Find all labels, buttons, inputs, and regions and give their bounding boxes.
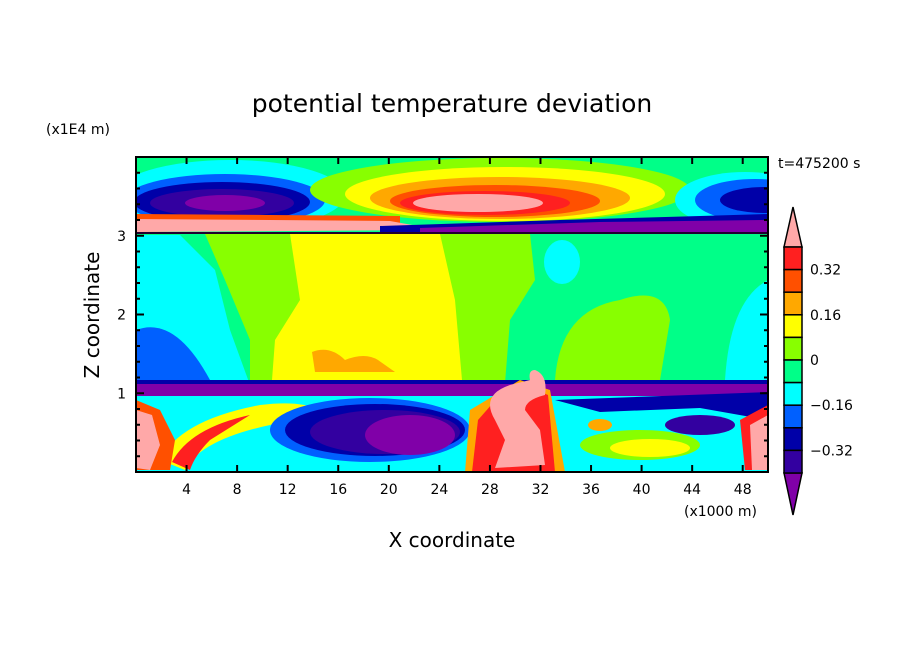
contour-region [272,234,462,380]
x-tick-label: 12 [279,482,297,498]
x-axis-label: X coordinate [389,528,516,552]
x-tick-label: 20 [380,482,398,498]
colorbar-box [783,268,803,293]
x-tick-label: 28 [481,482,499,498]
y-tick-label: 3 [117,229,126,245]
contour-region [172,415,250,470]
colorbar-box [783,381,803,406]
colorbar-box [783,449,803,474]
contour-region [136,380,768,386]
chart-title: potential temperature deviation [252,89,652,118]
y-tick-label: 1 [117,386,126,402]
colorbar-extend-above [783,206,803,248]
colorbar: 0.32 0.16 0 −0.16 −0.32 [783,206,853,516]
colorbar-box [783,291,803,316]
x-tick-label: 24 [430,482,448,498]
colorbar-label: −0.32 [810,443,853,459]
contour-region [136,410,160,470]
x-unit-label: (x1000 m) [684,504,757,520]
contour-region [365,415,455,455]
colorbar-box [783,314,803,339]
contour-region [136,232,768,234]
x-tick-label: 44 [683,482,701,498]
contour-region [136,384,768,396]
contour-region [136,327,210,385]
contour-region [725,280,768,385]
contour-region [420,220,768,233]
x-tick-label: 40 [633,482,651,498]
contour-region [544,240,580,284]
colorbar-label: −0.16 [810,398,853,414]
x-tick-label: 8 [233,482,242,498]
x-tick-label: 4 [182,482,191,498]
contour-region [588,419,612,431]
contour-region [555,295,670,380]
colorbar-box [783,427,803,452]
x-tick-label: 32 [532,482,550,498]
contour-region [610,439,690,457]
contour-region [413,194,543,212]
contour-region [185,195,265,211]
contour-region [490,370,546,468]
colorbar-box [783,336,803,361]
time-label: t=475200 s [778,156,860,172]
colorbar-extend-below [783,472,803,516]
y-unit-label: (x1E4 m) [46,122,110,138]
y-axis-label: Z coordinate [80,252,104,379]
colorbar-box [783,359,803,384]
contour-region [136,219,440,232]
contour-region [750,415,768,470]
contour-field [136,157,768,472]
contour-region [555,392,768,420]
colorbar-label: 0.32 [810,263,841,279]
colorbar-box [783,246,803,271]
contour-region [720,187,768,213]
colorbar-label: 0 [810,353,819,369]
x-tick-label: 36 [582,482,600,498]
colorbar-label: 0.16 [810,308,841,324]
y-tick-label: 2 [117,308,126,324]
x-tick-label: 48 [734,482,752,498]
colorbar-box [783,404,803,429]
x-tick-label: 16 [329,482,347,498]
contour-region [312,349,395,372]
contour-region [665,415,735,435]
